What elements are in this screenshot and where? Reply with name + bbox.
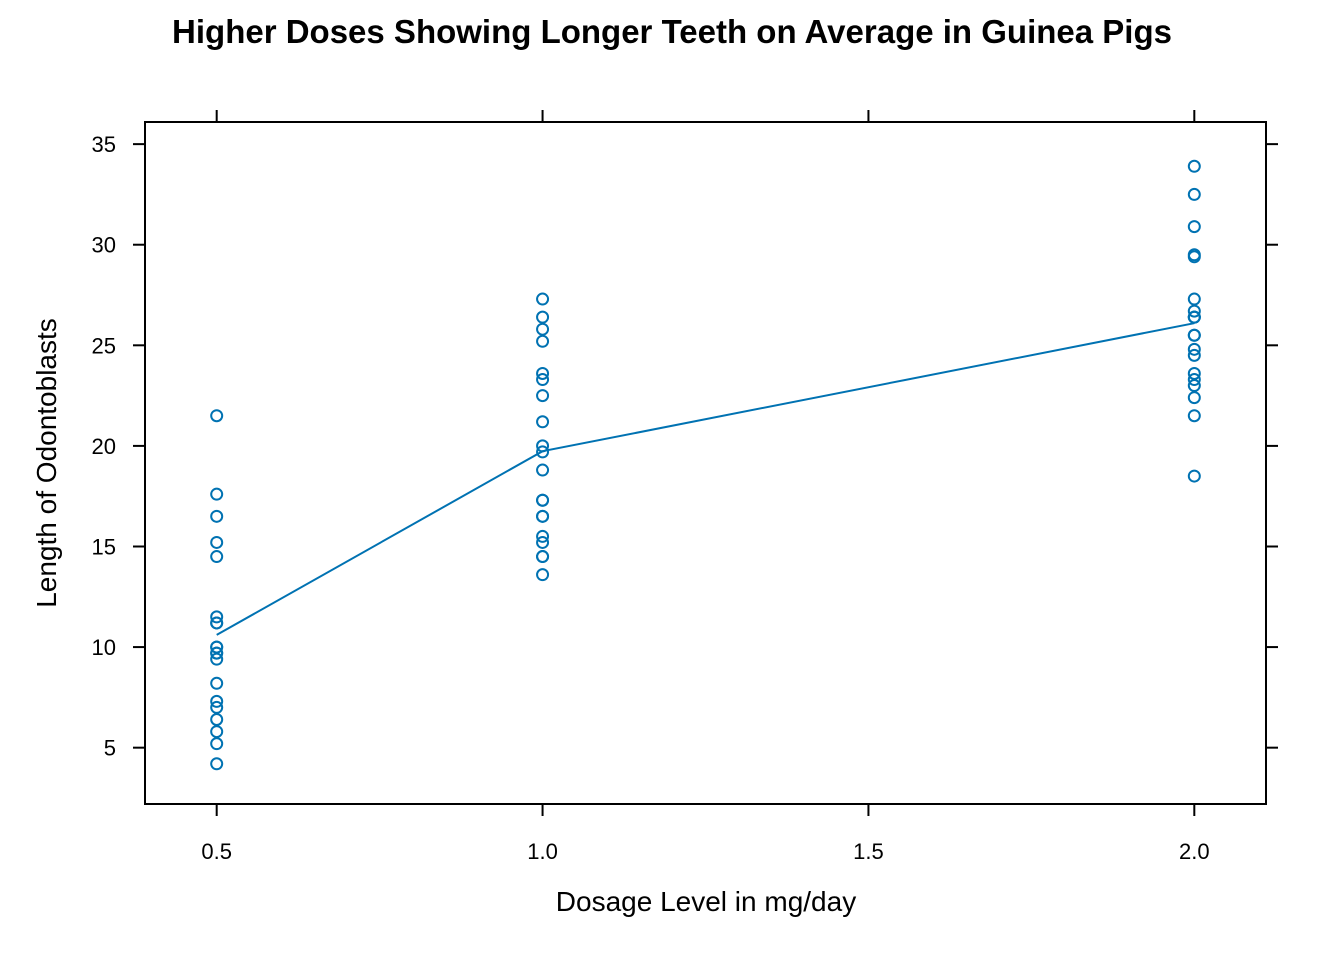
- y-tick-label: 20: [92, 434, 116, 459]
- y-tick-label: 15: [92, 534, 116, 559]
- data-point: [536, 445, 550, 459]
- data-point: [536, 535, 550, 549]
- data-point: [210, 646, 224, 660]
- mean-line: [216, 322, 1195, 636]
- data-point: [1187, 469, 1201, 483]
- data-point: [1187, 391, 1201, 405]
- data-point: [1187, 310, 1201, 324]
- data-point: [1187, 159, 1201, 173]
- data-point: [1187, 292, 1201, 306]
- data-point: [1187, 379, 1201, 393]
- y-tick-label: 25: [92, 333, 116, 358]
- data-point: [210, 616, 224, 630]
- x-tick-label: 1.5: [853, 839, 884, 864]
- data-point: [536, 322, 550, 336]
- data-point: [210, 487, 224, 501]
- y-axis-label: Length of Odontoblasts: [31, 318, 62, 608]
- plot-area: [210, 159, 1201, 771]
- data-point: [1187, 220, 1201, 234]
- data-point: [210, 550, 224, 564]
- data-point: [1187, 366, 1201, 380]
- data-point: [210, 700, 224, 714]
- data-point: [210, 676, 224, 690]
- data-point: [536, 415, 550, 429]
- data-point: [1187, 409, 1201, 423]
- data-point: [210, 640, 224, 654]
- x-tick-label: 1.0: [527, 839, 558, 864]
- data-point: [536, 373, 550, 387]
- data-point: [1187, 348, 1201, 362]
- data-point: [210, 509, 224, 523]
- data-point: [1187, 250, 1201, 264]
- data-point: [536, 310, 550, 324]
- data-point: [536, 292, 550, 306]
- data-point: [536, 568, 550, 582]
- data-point: [210, 713, 224, 727]
- data-point: [210, 694, 224, 708]
- data-point: [1187, 373, 1201, 387]
- data-point: [1187, 328, 1201, 342]
- data-point: [536, 529, 550, 543]
- data-point: [210, 737, 224, 751]
- data-point: [1187, 187, 1201, 201]
- y-tick-label: 30: [92, 233, 116, 258]
- chart-title: Higher Doses Showing Longer Teeth on Ave…: [172, 13, 1172, 50]
- data-point: [210, 757, 224, 771]
- x-axis-label: Dosage Level in mg/day: [556, 886, 856, 917]
- y-tick-label: 5: [104, 736, 116, 761]
- data-point: [210, 652, 224, 666]
- data-point: [536, 389, 550, 403]
- data-point: [536, 493, 550, 507]
- y-axis: 5 10 15 20 25 30 35: [92, 132, 1278, 761]
- data-point: [210, 535, 224, 549]
- data-point: [536, 366, 550, 380]
- data-point: [210, 610, 224, 624]
- x-tick-label: 0.5: [201, 839, 232, 864]
- data-point: [536, 550, 550, 564]
- data-point: [210, 409, 224, 423]
- x-axis: 0.5 1.0 1.5 2.0: [201, 110, 1210, 864]
- data-point: [1187, 304, 1201, 318]
- data-point: [536, 334, 550, 348]
- data-point: [210, 725, 224, 739]
- x-tick-label: 2.0: [1179, 839, 1210, 864]
- data-point: [536, 509, 550, 523]
- data-point: [536, 463, 550, 477]
- data-point: [1187, 342, 1201, 356]
- y-tick-label: 10: [92, 635, 116, 660]
- y-tick-label: 35: [92, 132, 116, 157]
- plot-frame: [144, 121, 1267, 805]
